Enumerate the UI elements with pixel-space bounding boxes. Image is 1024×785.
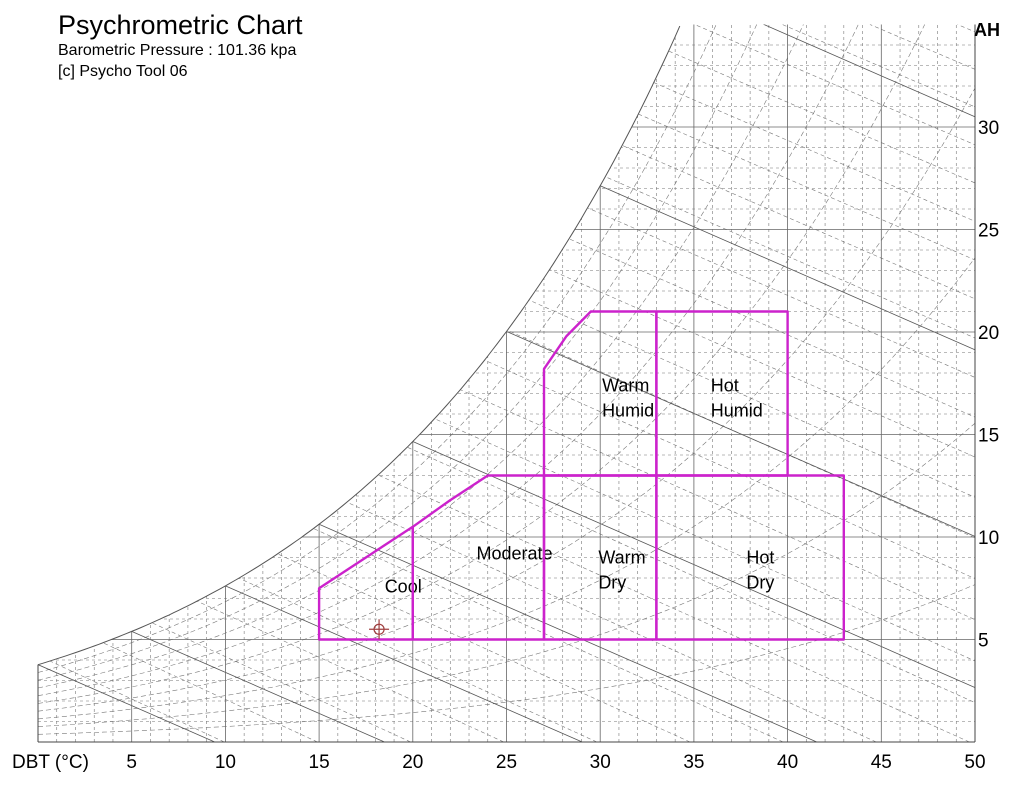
zone-label-warm-humid: Warm Humid bbox=[602, 375, 654, 420]
grid-layer bbox=[38, 24, 975, 742]
x-tick-label: 35 bbox=[683, 752, 704, 773]
enthalpy-line bbox=[38, 24, 975, 742]
enthalpy-line bbox=[606, 24, 975, 742]
zone-label-line: Warm bbox=[598, 548, 645, 568]
zone-label-hot-humid: Hot Humid bbox=[711, 375, 763, 420]
x-tick-label: 30 bbox=[590, 752, 611, 773]
rh-curve bbox=[38, 24, 760, 681]
enthalpy-line bbox=[38, 24, 504, 742]
zone-label-line: Warm bbox=[602, 375, 649, 395]
saturation-curve bbox=[37, 25, 681, 666]
zone-label-line: Hot bbox=[746, 548, 774, 568]
enthalpy-line bbox=[38, 24, 411, 742]
zone-label-line: Cool bbox=[385, 576, 422, 596]
x-axis-label: DBT (°C) bbox=[12, 752, 89, 773]
zone-label-line: Dry bbox=[746, 573, 774, 593]
zone-label-cool: Cool bbox=[385, 576, 422, 596]
enthalpy-line bbox=[38, 24, 597, 742]
zone-cool bbox=[317, 525, 414, 641]
wet-bulb-line bbox=[693, 24, 975, 742]
wet-bulb-line bbox=[225, 585, 583, 742]
enthalpy-line bbox=[38, 24, 975, 742]
wet-bulb-line bbox=[38, 664, 215, 742]
x-tick-label: 15 bbox=[309, 752, 330, 773]
wet-bulb-line bbox=[131, 631, 385, 742]
chart-title: Psychrometric Chart bbox=[58, 10, 303, 40]
x-tick-label: 45 bbox=[871, 752, 892, 773]
x-tick-label: 40 bbox=[777, 752, 798, 773]
zone-label-line: Moderate bbox=[477, 544, 553, 564]
title-block: Psychrometric Chart Barometric Pressure … bbox=[58, 10, 303, 82]
zone-label-hot-dry: Hot Dry bbox=[746, 548, 774, 593]
wet-bulb-line bbox=[412, 441, 975, 742]
y-tick-label: 10 bbox=[978, 528, 999, 549]
y-axis-label: AH bbox=[974, 20, 1000, 40]
enthalpy-line bbox=[343, 24, 975, 742]
y-tick-label: 15 bbox=[978, 426, 999, 447]
enthalpy-line bbox=[869, 24, 975, 742]
enthalpy-line bbox=[38, 24, 784, 742]
x-tick-label: 50 bbox=[964, 752, 985, 773]
rh-curve bbox=[38, 24, 723, 673]
y-tick-label: 25 bbox=[978, 221, 999, 242]
zone-label-line: Dry bbox=[598, 573, 626, 593]
x-tick-label: 5 bbox=[126, 752, 137, 773]
x-tick-label: 25 bbox=[496, 752, 517, 773]
wet-bulb-line bbox=[600, 185, 975, 742]
zone-label-moderate: Moderate bbox=[477, 544, 553, 564]
zone-hot-dry bbox=[655, 474, 845, 641]
enthalpy-line bbox=[38, 24, 691, 742]
rh-curve bbox=[38, 24, 863, 696]
zone-label-line: Humid bbox=[602, 400, 654, 420]
enthalpy-line bbox=[519, 24, 975, 742]
zone-hot-humid bbox=[655, 310, 789, 477]
enthalpy-line bbox=[38, 24, 318, 742]
wet-bulb-line bbox=[506, 331, 975, 742]
rh-curve bbox=[38, 24, 807, 689]
x-tick-label: 20 bbox=[402, 752, 423, 773]
zone-label-line: Hot bbox=[711, 375, 739, 395]
chart-subtitle-pressure: Barometric Pressure : 101.36 kpa bbox=[58, 42, 297, 59]
zone-label-warm-dry: Warm Dry bbox=[598, 548, 645, 593]
zone-label-line: Humid bbox=[711, 400, 763, 420]
enthalpy-line bbox=[38, 24, 225, 742]
y-tick-label: 20 bbox=[978, 323, 999, 344]
enthalpy-line bbox=[168, 24, 975, 742]
y-tick-label: 5 bbox=[978, 631, 989, 652]
x-tick-label: 10 bbox=[215, 752, 236, 773]
y-tick-label: 30 bbox=[978, 118, 999, 139]
rh-curve bbox=[38, 24, 929, 704]
chart-subtitle-credit: [c] Psycho Tool 06 bbox=[58, 63, 188, 80]
wet-bulb-line bbox=[318, 523, 817, 742]
